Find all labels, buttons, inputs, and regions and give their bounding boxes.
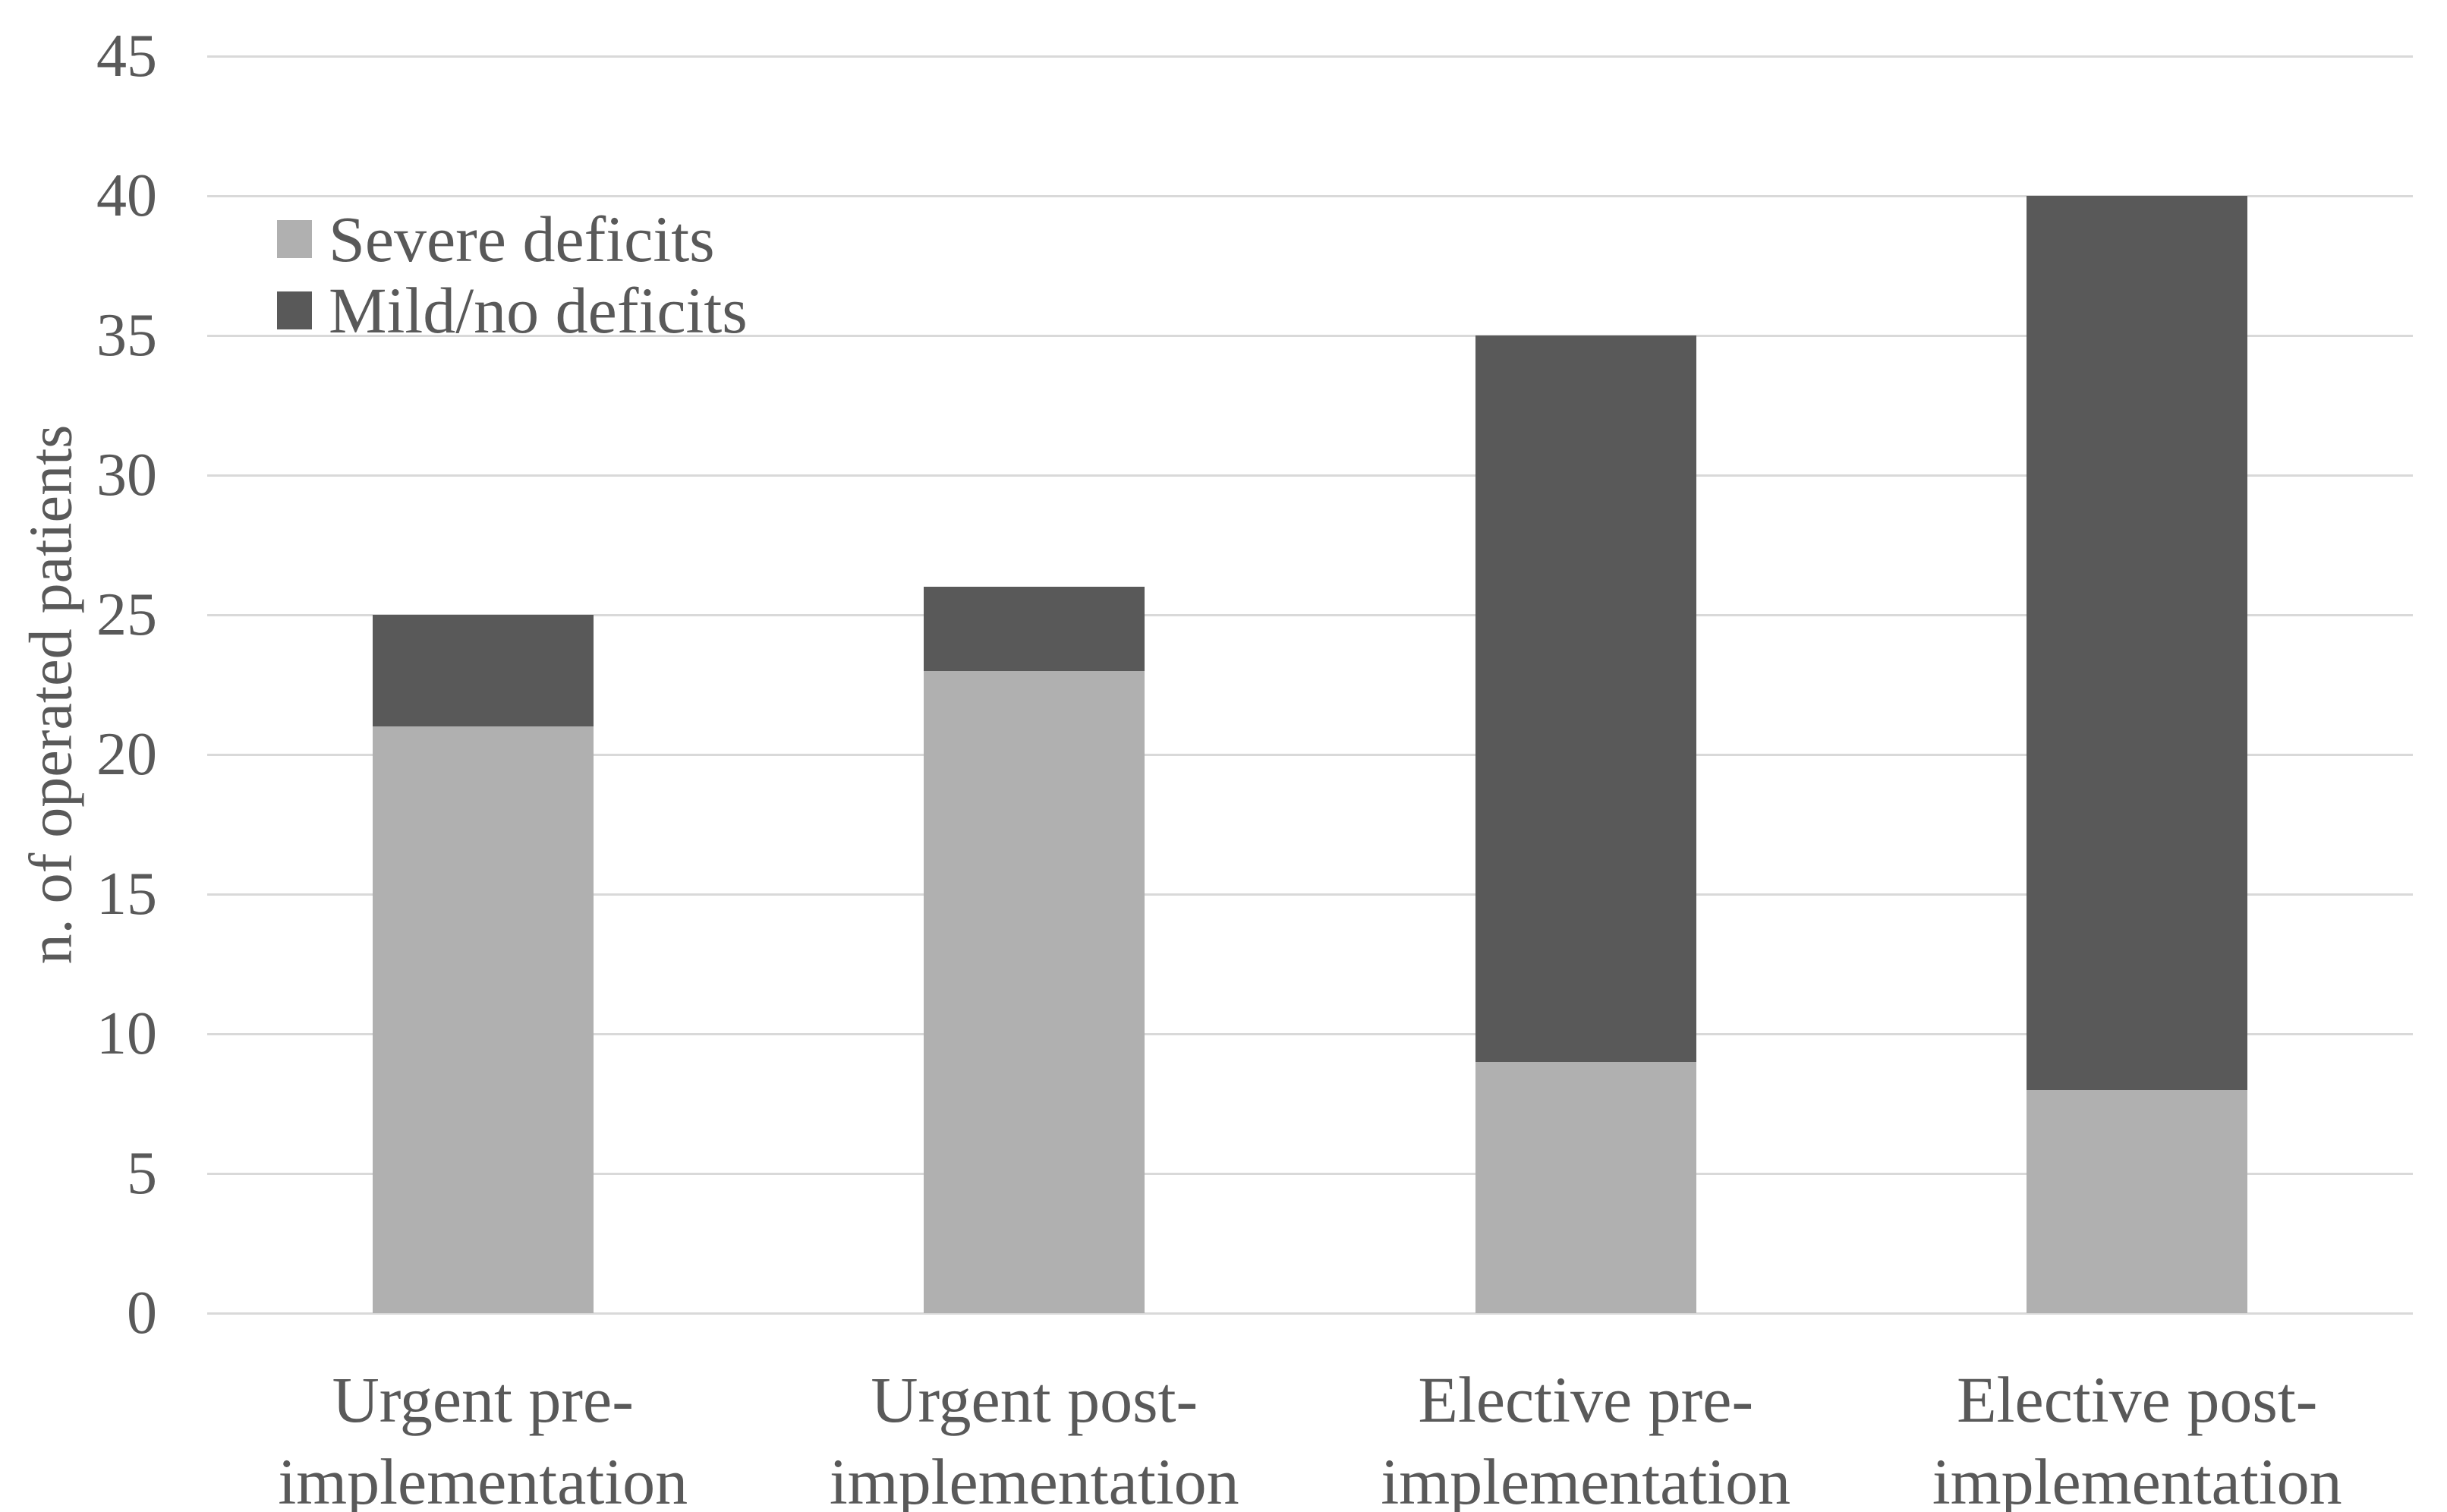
legend-label: Mild/no deficits xyxy=(329,274,748,347)
legend-item-1: Severe deficits xyxy=(277,203,748,275)
gridline-y-35 xyxy=(207,334,2413,337)
bar-segment-mild-cat4 xyxy=(2027,196,2248,1090)
gridline-y-40 xyxy=(207,194,2413,197)
y-tick-label-15: 15 xyxy=(96,861,157,928)
y-tick-label-35: 35 xyxy=(96,302,157,369)
gridline-y-20 xyxy=(207,753,2413,756)
x-category-label-line: implementation xyxy=(829,1445,1239,1512)
gridline-y-5 xyxy=(207,1172,2413,1175)
x-category-label-line: Elective post- xyxy=(1957,1363,2318,1436)
y-tick-label-30: 30 xyxy=(96,442,157,509)
legend-item-2: Mild/no deficits xyxy=(277,275,748,346)
legend-label: Severe deficits xyxy=(329,203,715,276)
x-category-label-3: Elective pre-implementation xyxy=(1320,1359,1851,1512)
y-tick-label-25: 25 xyxy=(96,581,157,648)
bar-segment-severe-cat3 xyxy=(1475,1061,1696,1313)
legend-swatch-icon xyxy=(277,291,312,329)
gridline-y-25 xyxy=(207,613,2413,616)
x-category-label-line: implementation xyxy=(278,1445,688,1512)
gridline-y-0 xyxy=(207,1312,2413,1315)
bar-segment-severe-cat1 xyxy=(372,726,594,1313)
y-tick-label-20: 20 xyxy=(96,721,157,788)
bar-segment-severe-cat2 xyxy=(924,670,1145,1313)
y-tick-label-10: 10 xyxy=(96,1000,157,1067)
x-category-label-line: Elective pre- xyxy=(1418,1363,1754,1436)
y-tick-label-5: 5 xyxy=(127,1140,157,1207)
legend: Severe deficits Mild/no deficits xyxy=(277,203,748,346)
y-tick-label-45: 45 xyxy=(96,23,157,90)
x-category-label-line: Urgent post- xyxy=(871,1363,1198,1436)
bar-segment-severe-cat4 xyxy=(2027,1089,2248,1313)
x-category-label-4: Elective post-implementation xyxy=(1872,1359,2403,1512)
legend-swatch-icon xyxy=(277,220,312,258)
gridline-y-10 xyxy=(207,1032,2413,1035)
bar-segment-mild-cat2 xyxy=(924,587,1145,671)
y-tick-label-0: 0 xyxy=(127,1280,157,1347)
x-category-label-line: Urgent pre- xyxy=(332,1363,634,1436)
x-category-label-2: Urgent post-implementation xyxy=(769,1359,1300,1512)
gridline-y-30 xyxy=(207,474,2413,477)
x-category-label-line: implementation xyxy=(1381,1445,1791,1512)
bar-segment-mild-cat1 xyxy=(372,615,594,727)
bar-segment-mild-cat3 xyxy=(1475,335,1696,1062)
y-tick-label-40: 40 xyxy=(96,162,157,229)
x-category-label-1: Urgent pre-implementation xyxy=(217,1359,748,1512)
gridline-y-15 xyxy=(207,893,2413,896)
gridline-y-45 xyxy=(207,55,2413,58)
x-category-label-line: implementation xyxy=(1932,1445,2342,1512)
